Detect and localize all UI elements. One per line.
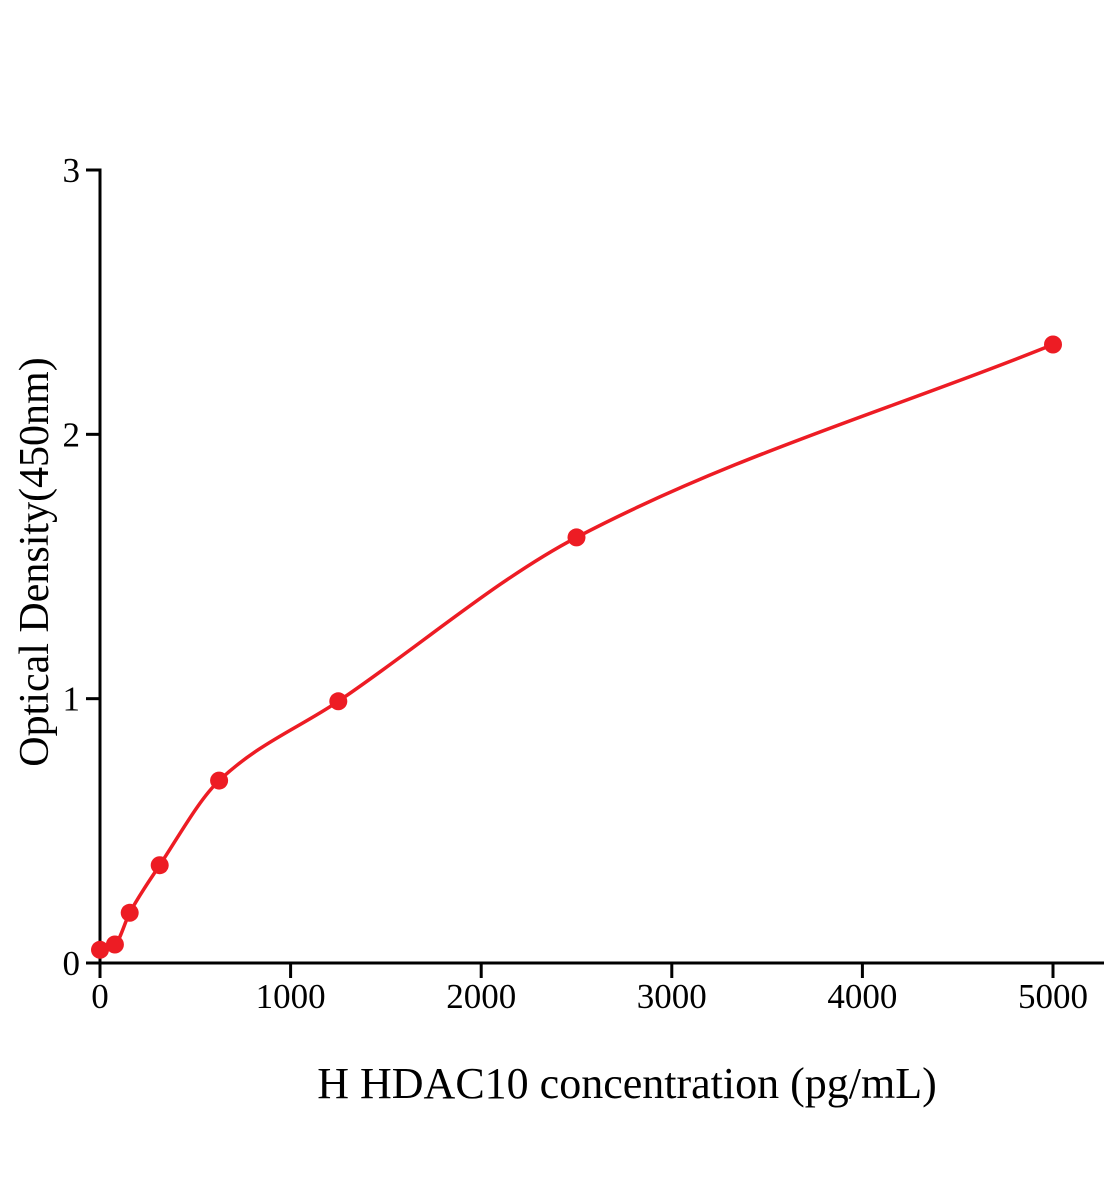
data-point	[329, 692, 348, 711]
y-tick-label: 2	[63, 415, 81, 454]
data-point	[1044, 335, 1062, 354]
y-axis-title: Optical Density(450nm)	[12, 357, 58, 766]
x-tick-label: 4000	[827, 977, 897, 1016]
data-point	[120, 903, 139, 922]
y-tick-label: 0	[63, 944, 81, 983]
fit-curve	[98, 342, 1055, 952]
x-tick-label: 2000	[446, 977, 516, 1016]
axis-lines	[98, 168, 1104, 965]
x-tick-label: 5000	[1018, 977, 1088, 1016]
data-point	[105, 935, 124, 954]
x-tick-label: 0	[91, 977, 109, 1016]
data-point	[567, 528, 586, 547]
data-point	[210, 771, 229, 790]
x-tick-label: 1000	[256, 977, 326, 1016]
data-point	[150, 856, 169, 875]
x-tick-label: 3000	[637, 977, 707, 1016]
axes: 0 1000 2000 3000 4000 5000 0 1 2 3	[63, 151, 1104, 1016]
y-tick-label: 3	[63, 151, 81, 190]
x-axis-title: H HDAC10 concentration (pg/mL)	[317, 1059, 937, 1108]
data-point	[91, 940, 109, 959]
data-series	[91, 335, 1062, 959]
y-tick-label: 1	[63, 680, 81, 719]
